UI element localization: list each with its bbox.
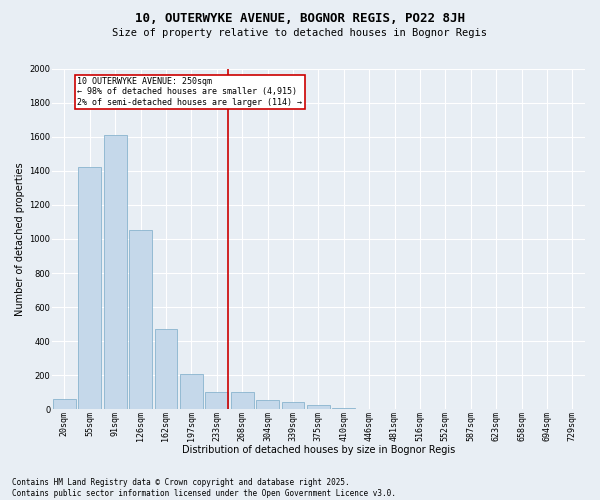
Text: Size of property relative to detached houses in Bognor Regis: Size of property relative to detached ho… bbox=[113, 28, 487, 38]
Bar bbox=[155, 330, 178, 409]
Text: 10, OUTERWYKE AVENUE, BOGNOR REGIS, PO22 8JH: 10, OUTERWYKE AVENUE, BOGNOR REGIS, PO22… bbox=[135, 12, 465, 26]
Y-axis label: Number of detached properties: Number of detached properties bbox=[15, 162, 25, 316]
Text: 10 OUTERWYKE AVENUE: 250sqm
← 98% of detached houses are smaller (4,915)
2% of s: 10 OUTERWYKE AVENUE: 250sqm ← 98% of det… bbox=[77, 77, 302, 107]
Bar bbox=[358, 408, 380, 410]
Bar bbox=[180, 374, 203, 410]
Bar bbox=[205, 392, 228, 409]
Bar bbox=[79, 168, 101, 410]
X-axis label: Distribution of detached houses by size in Bognor Regis: Distribution of detached houses by size … bbox=[182, 445, 455, 455]
Bar bbox=[332, 408, 355, 410]
Bar bbox=[53, 399, 76, 409]
Bar bbox=[281, 402, 304, 409]
Bar bbox=[256, 400, 279, 409]
Bar bbox=[307, 405, 330, 409]
Bar bbox=[129, 230, 152, 410]
Text: Contains HM Land Registry data © Crown copyright and database right 2025.
Contai: Contains HM Land Registry data © Crown c… bbox=[12, 478, 396, 498]
Bar bbox=[104, 135, 127, 409]
Bar bbox=[231, 392, 254, 409]
